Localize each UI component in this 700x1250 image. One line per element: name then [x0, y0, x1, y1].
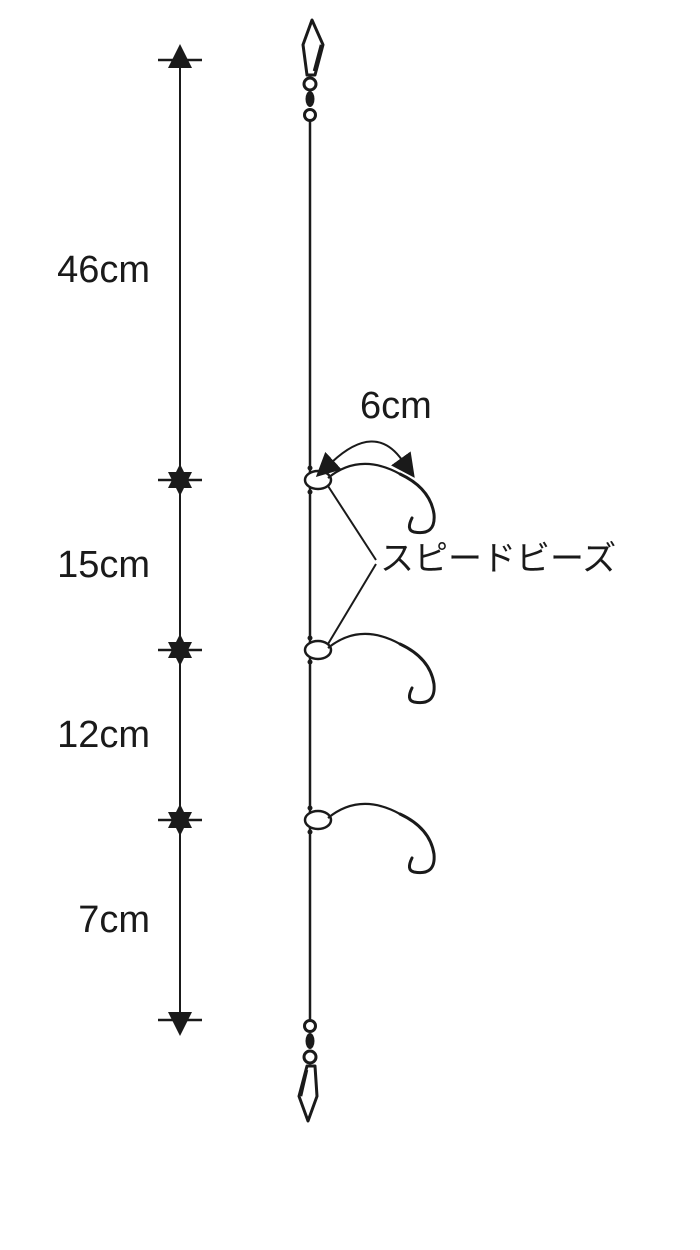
dim-label-2: 12cm: [57, 714, 150, 756]
branch-label: 6cm: [360, 385, 432, 427]
dim-label-3: 7cm: [78, 899, 150, 941]
dim-label-1: 15cm: [57, 544, 150, 586]
bead-annotation: スピードビーズ: [380, 540, 616, 578]
rig-diagram: 46cm 15cm 12cm 7cm 6cm スピードビーズ: [0, 0, 700, 1250]
dim-label-0: 46cm: [57, 249, 150, 291]
